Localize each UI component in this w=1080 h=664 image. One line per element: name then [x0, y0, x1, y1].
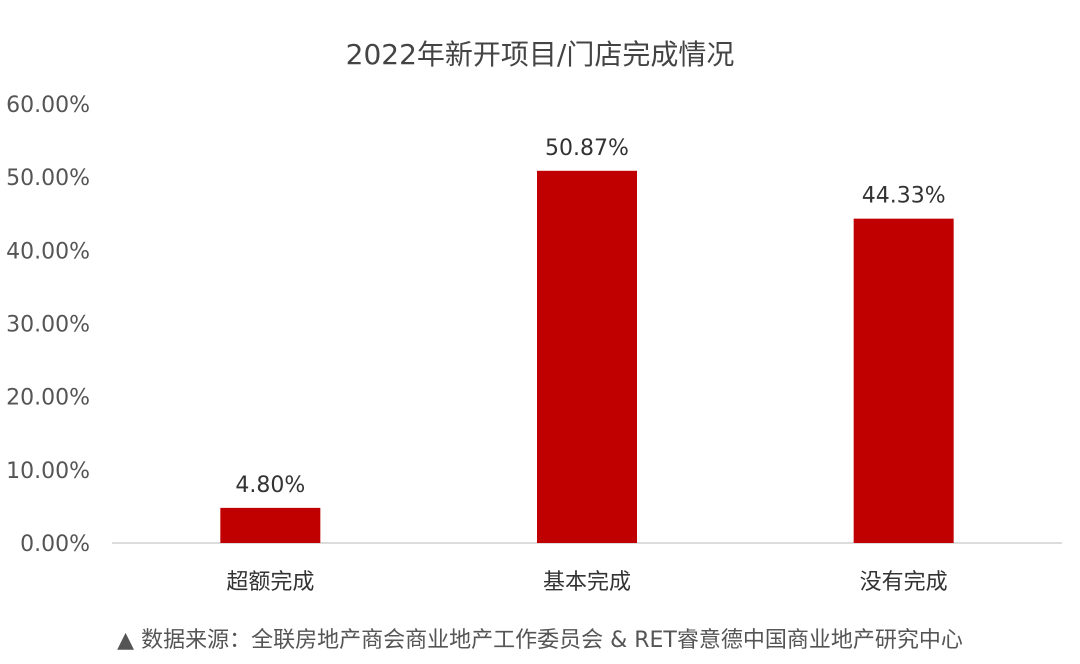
y-tick-label: 60.00% — [6, 93, 90, 118]
bar-data-label: 4.80% — [235, 473, 305, 498]
bar — [853, 218, 954, 543]
y-tick-label: 30.00% — [6, 313, 90, 338]
bar-data-label: 50.87% — [545, 136, 629, 161]
x-category-label: 基本完成 — [543, 570, 631, 595]
y-axis: 0.00% 10.00% 20.00% 30.00% 40.00% 50.00% 60.00… — [6, 93, 90, 557]
bar-data-label: 44.33% — [862, 184, 946, 209]
y-tick-label: 50.00% — [6, 166, 90, 191]
y-tick-label: 20.00% — [6, 386, 90, 411]
x-category-label: 没有完成 — [860, 570, 948, 595]
y-tick-label: 0.00% — [20, 532, 90, 557]
bars-group — [220, 170, 954, 544]
source-note: ▲ 数据来源：全联房地产商会商业地产工作委员会 & RET睿意德中国商业地产研究… — [117, 628, 963, 653]
data-labels-group: 4.80% 50.87% 44.33% — [235, 136, 945, 498]
x-axis-categories: 超额完成 基本完成 没有完成 — [226, 570, 947, 595]
bar — [220, 507, 321, 543]
bar — [537, 170, 637, 544]
y-tick-label: 10.00% — [6, 459, 90, 484]
x-category-label: 超额完成 — [226, 570, 314, 595]
y-tick-label: 40.00% — [6, 239, 90, 264]
chart-title: 2022年新开项目/门店完成情况 — [346, 38, 735, 71]
